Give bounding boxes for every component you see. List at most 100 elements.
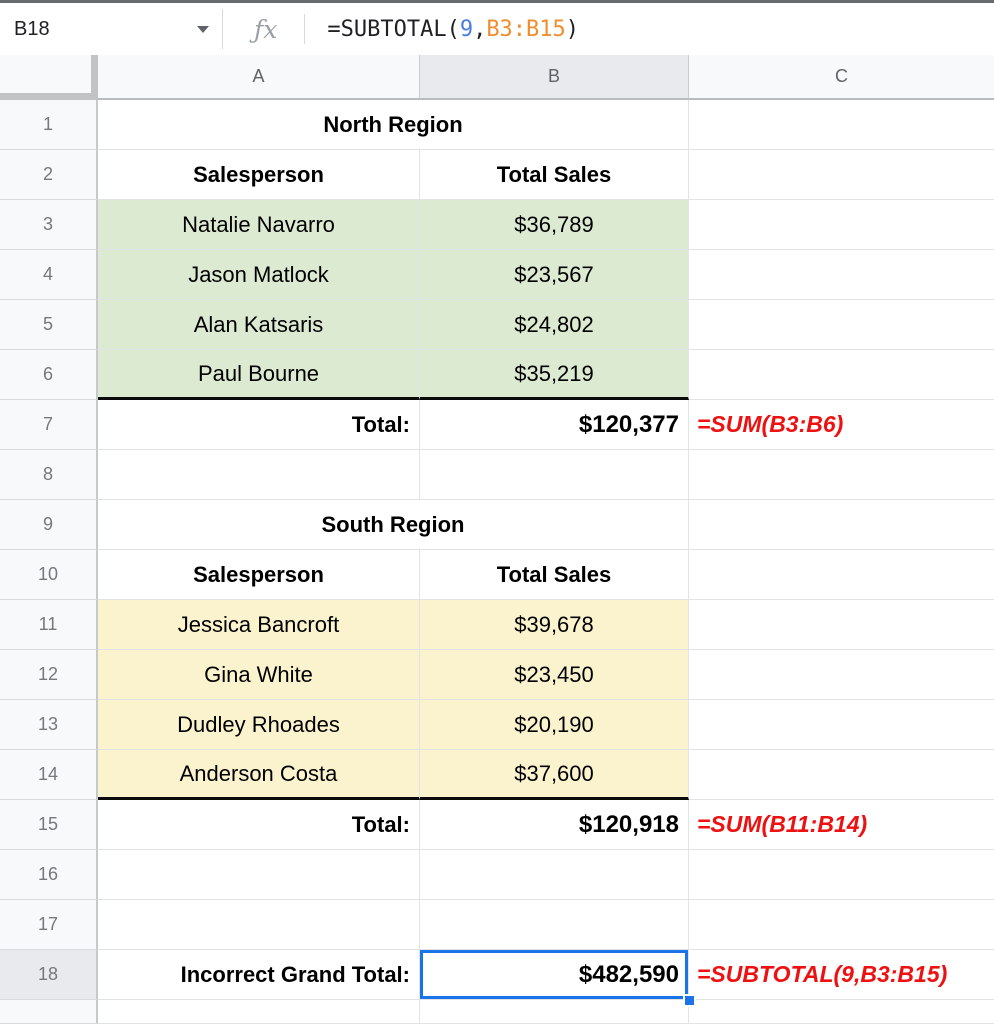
cell-C9[interactable] [689, 500, 994, 550]
cell-C7[interactable]: =SUM(B3:B6) [689, 400, 994, 450]
sheet-row-14: 14 Anderson Costa $37,600 [0, 750, 994, 800]
cell-B5[interactable]: $24,802 [420, 300, 689, 350]
cell-C13[interactable] [689, 700, 994, 750]
row-header-15[interactable]: 15 [0, 800, 98, 850]
cell-B2[interactable]: Total Sales [420, 150, 689, 200]
cell-C14[interactable] [689, 750, 994, 800]
row-header-6[interactable]: 6 [0, 350, 98, 400]
cell-B10[interactable]: Total Sales [420, 550, 689, 600]
cell-C10[interactable] [689, 550, 994, 600]
cell-A13[interactable]: Dudley Rhoades [98, 700, 420, 750]
cell-B19[interactable] [420, 1000, 689, 1024]
cell-B14[interactable]: $37,600 [420, 750, 689, 800]
sheet-row-8: 8 [0, 450, 994, 500]
cell-B12[interactable]: $23,450 [420, 650, 689, 700]
cell-A3[interactable]: Natalie Navarro [98, 200, 420, 250]
sheet-row-9: 9 South Region [0, 500, 994, 550]
cell-B13[interactable]: $20,190 [420, 700, 689, 750]
cell-A11[interactable]: Jessica Bancroft [98, 600, 420, 650]
cell-A4[interactable]: Jason Matlock [98, 250, 420, 300]
selected-cell-value: $482,590 [578, 960, 679, 988]
cell-B6[interactable]: $35,219 [420, 350, 689, 400]
cell-C4[interactable] [689, 250, 994, 300]
cell-B8[interactable] [420, 450, 689, 500]
cell-A15[interactable]: Total: [98, 800, 420, 850]
select-all-corner[interactable] [0, 55, 98, 100]
row-header-12[interactable]: 12 [0, 650, 98, 700]
cell-C1[interactable] [689, 100, 994, 150]
row-header-14[interactable]: 14 [0, 750, 98, 800]
cell-A10[interactable]: Salesperson [98, 550, 420, 600]
column-header-A[interactable]: A [98, 55, 420, 100]
cell-C18[interactable]: =SUBTOTAL(9,B3:B15) [689, 950, 994, 1000]
cell-A12[interactable]: Gina White [98, 650, 420, 700]
row-header-4[interactable]: 4 [0, 250, 98, 300]
cell-B16[interactable] [420, 850, 689, 900]
row-header-19[interactable] [0, 1000, 98, 1024]
cell-C11[interactable] [689, 600, 994, 650]
cell-C5[interactable] [689, 300, 994, 350]
cell-A16[interactable] [98, 850, 420, 900]
cell-A8[interactable] [98, 450, 420, 500]
row-header-5[interactable]: 5 [0, 300, 98, 350]
cell-B3[interactable]: $36,789 [420, 200, 689, 250]
cell-B18[interactable]: $482,590 [420, 950, 696, 1007]
sheet-row-11: 11 Jessica Bancroft $39,678 [0, 600, 994, 650]
cell-A7[interactable]: Total: [98, 400, 420, 450]
formula-token-number: 9 [459, 16, 474, 42]
cell-C3[interactable] [689, 200, 994, 250]
cell-C19[interactable] [689, 1000, 994, 1024]
cell-A5[interactable]: Alan Katsaris [98, 300, 420, 350]
row-header-1[interactable]: 1 [0, 100, 98, 150]
row-header-10[interactable]: 10 [0, 550, 98, 600]
cell-C17[interactable] [689, 900, 994, 950]
column-header-C[interactable]: C [689, 55, 994, 100]
sheet-row-19-partial [0, 1000, 994, 1024]
cell-C15[interactable]: =SUM(B11:B14) [689, 800, 994, 850]
row-header-9[interactable]: 9 [0, 500, 98, 550]
row-header-17[interactable]: 17 [0, 900, 98, 950]
row-header-8[interactable]: 8 [0, 450, 98, 500]
fill-handle[interactable] [683, 994, 696, 1007]
sheet-row-4: 4 Jason Matlock $23,567 [0, 250, 994, 300]
row-header-7[interactable]: 7 [0, 400, 98, 450]
cell-A18[interactable]: Incorrect Grand Total: [98, 950, 420, 1000]
cell-A6[interactable]: Paul Bourne [98, 350, 420, 400]
cell-C6[interactable] [689, 350, 994, 400]
cell-A19[interactable] [98, 1000, 420, 1024]
grid-body: 1 North Region 2 Salesperson Total Sales 3 Nat… [0, 100, 994, 1024]
divider [222, 9, 223, 49]
sheet-row-18: 18 Incorrect Grand Total: $482,590 =SUBTOTA… [0, 950, 994, 1007]
cell-B11[interactable]: $39,678 [420, 600, 689, 650]
sheet-row-7: 7 Total: $120,377 =SUM(B3:B6) [0, 400, 994, 450]
row-header-11[interactable]: 11 [0, 600, 98, 650]
sheet-row-13: 13 Dudley Rhoades $20,190 [0, 700, 994, 750]
cell-B7[interactable]: $120,377 [420, 400, 689, 450]
cell-C2[interactable] [689, 150, 994, 200]
cell-B15[interactable]: $120,918 [420, 800, 689, 850]
cell-A1-merged[interactable]: North Region [98, 100, 689, 150]
row-header-3[interactable]: 3 [0, 200, 98, 250]
sheet-row-17: 17 [0, 900, 994, 950]
name-box[interactable]: B18 [0, 3, 222, 55]
chevron-down-icon[interactable] [197, 25, 209, 33]
cell-C12[interactable] [689, 650, 994, 700]
cell-C8[interactable] [689, 450, 994, 500]
sheet-row-5: 5 Alan Katsaris $24,802 [0, 300, 994, 350]
formula-input[interactable]: =SUBTOTAL(9,B3:B15) [327, 17, 579, 42]
cell-B4[interactable]: $23,567 [420, 250, 689, 300]
cell-B17[interactable] [420, 900, 689, 950]
column-header-B[interactable]: B [420, 55, 689, 100]
cell-A17[interactable] [98, 900, 420, 950]
cell-C16[interactable] [689, 850, 994, 900]
row-header-18[interactable]: 18 [0, 950, 98, 1000]
row-header-2[interactable]: 2 [0, 150, 98, 200]
cell-A9-merged[interactable]: South Region [98, 500, 689, 550]
cell-A2[interactable]: Salesperson [98, 150, 420, 200]
row-header-16[interactable]: 16 [0, 850, 98, 900]
sheet-row-1: 1 North Region [0, 100, 994, 150]
row-header-13[interactable]: 13 [0, 700, 98, 750]
cell-A14[interactable]: Anderson Costa [98, 750, 420, 800]
